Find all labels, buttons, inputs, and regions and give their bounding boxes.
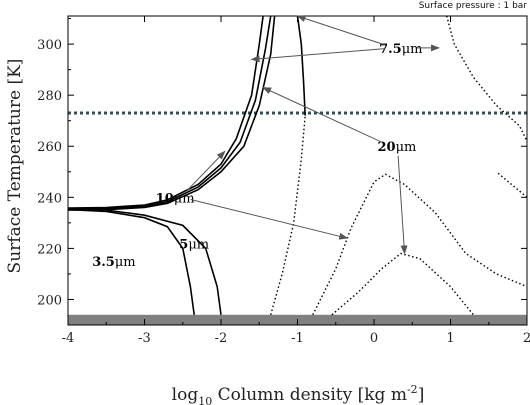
series-line-10: [446, 16, 527, 142]
annotation-3.5μm: 3.5μm: [92, 255, 135, 270]
y-tick-label-240: 240: [37, 191, 62, 206]
y-axis-label: Surface Temperature [K]: [5, 59, 25, 274]
series-line-6: [296, 16, 306, 116]
annotation-arrow-10-2: [190, 199, 349, 240]
annotation-unit: μm: [402, 42, 423, 57]
series-line-5: [68, 207, 222, 315]
annotation-unit: μm: [174, 191, 195, 206]
x-tick-label-2: 2: [523, 331, 530, 346]
plot-area: [68, 16, 527, 325]
series-line-1: [68, 16, 264, 209]
annotation-arrow-7.5-2: [296, 15, 386, 46]
annotation-unit: μm: [396, 140, 417, 155]
annotation-5μm: 5μm: [179, 237, 209, 252]
x-tick-label-0: 0: [370, 331, 378, 346]
x-tick-label--3: -3: [138, 331, 151, 346]
x-tick-label-1: 1: [446, 331, 454, 346]
series-line-3: [68, 16, 276, 211]
annotation-value: 3.5: [92, 255, 115, 270]
annotation-arrow-20-2: [397, 155, 408, 255]
x-axis-label-end: ]: [418, 385, 425, 405]
x-tick-label--1: -1: [291, 331, 304, 346]
x-axis-label-main: Column density [kg m: [212, 385, 407, 405]
annotation-unit: μm: [115, 255, 136, 270]
x-axis-label-sub: 10: [198, 395, 212, 405]
series-line-7: [270, 115, 306, 315]
series-line-2: [68, 16, 272, 210]
annotation-value: 5: [179, 237, 188, 252]
series-line-8: [312, 173, 527, 316]
y-tick-label-200: 200: [37, 293, 62, 308]
annotation-value: 10: [156, 191, 174, 206]
y-tick-label-220: 220: [37, 242, 62, 257]
annotation-arrow-20-1: [262, 87, 383, 143]
x-axis-label-log: log: [172, 385, 199, 405]
annotation-value: 20: [378, 140, 396, 155]
y-tick-label-280: 280: [37, 89, 62, 104]
x-axis-label: log10 Column density [kg m-2]: [172, 383, 425, 405]
x-tick-label--2: -2: [215, 331, 228, 346]
series-line-4: [68, 208, 195, 315]
annotation-value: 7.5: [379, 42, 402, 57]
y-tick-label-260: 260: [37, 140, 62, 155]
plot-inner: [68, 16, 527, 325]
annotation-arrow-7.5-1: [250, 48, 385, 63]
series-line-9: [331, 252, 474, 316]
corner-note: Surface pressure : 1 bar: [419, 1, 528, 11]
x-tick-label--4: -4: [62, 331, 75, 346]
annotation-7.5μm: 7.5μm: [379, 42, 422, 57]
y-tick-label-300: 300: [37, 38, 62, 53]
series-line-11: [495, 171, 527, 198]
annotation-arrow-10-1: [186, 150, 226, 192]
plot-frame: [67, 15, 528, 326]
x-axis-label-sup: -2: [407, 383, 418, 396]
annotation-20μm: 20μm: [378, 140, 417, 155]
annotation-unit: μm: [188, 237, 209, 252]
annotation-10μm: 10μm: [156, 191, 195, 206]
